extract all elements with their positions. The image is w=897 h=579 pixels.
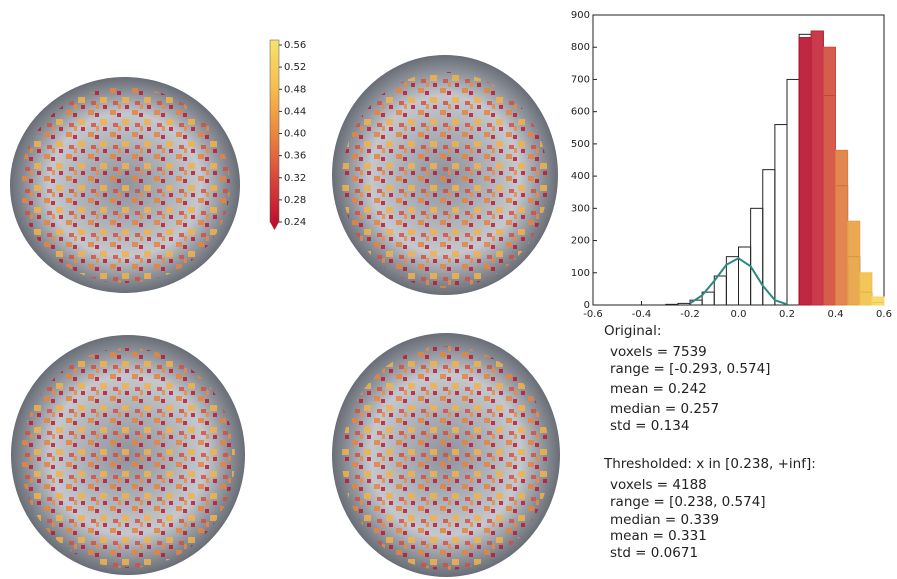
histogram-bar [848, 221, 860, 305]
colorbar-tick-label: 0.56 [284, 40, 306, 51]
stats-line: range = [0.238, 0.574] [610, 494, 766, 510]
x-tick-label: -0.2 [680, 309, 700, 320]
colorbar-tick-label: 0.40 [284, 129, 306, 140]
activation-overlay [342, 346, 550, 570]
histogram-bar [836, 150, 848, 305]
histogram-bar [678, 303, 690, 305]
histogram-bar [666, 304, 678, 305]
y-tick-label: 400 [571, 171, 590, 182]
stats-line: voxels = 4188 [610, 477, 707, 493]
colorbar-tick-label: 0.44 [284, 106, 306, 117]
histogram-bar [860, 273, 872, 305]
activation-overlay [20, 87, 230, 283]
activation-overlay [342, 72, 548, 288]
colorbar-extension [270, 222, 279, 230]
activation-overlay [21, 348, 235, 568]
colorbar-tick-label: 0.24 [284, 217, 306, 228]
histogram-bar [799, 38, 811, 305]
histogram-bar [787, 79, 799, 305]
histogram-bar [811, 31, 823, 305]
histogram-bar [751, 208, 763, 305]
histogram-bar [775, 125, 787, 305]
colorbar-tick-label: 0.28 [284, 195, 306, 206]
stats-line: std = 0.134 [610, 418, 689, 434]
x-tick-label: 0.6 [876, 309, 892, 320]
y-tick-label: 600 [571, 107, 590, 118]
figure: 0100200300400500600700800900-0.6-0.4-0.2… [0, 0, 897, 579]
y-tick-label: 900 [571, 10, 590, 21]
y-tick-label: 800 [571, 42, 590, 53]
stats-line: std = 0.0671 [610, 545, 698, 561]
stats-line: mean = 0.242 [610, 381, 707, 397]
x-tick-label: 0.0 [731, 309, 747, 320]
histogram-bar [739, 247, 751, 305]
y-tick-label: 200 [571, 236, 590, 247]
colorbar-tick-label: 0.36 [284, 151, 306, 162]
x-tick-label: -0.6 [583, 309, 603, 320]
stats-line: voxels = 7539 [610, 344, 707, 360]
colorbar-tick-label: 0.52 [284, 62, 306, 73]
colorbar-tick-label: 0.48 [284, 84, 306, 95]
stats-line: median = 0.339 [610, 512, 719, 528]
histogram-bar [763, 170, 775, 305]
stats-line: range = [-0.293, 0.574] [610, 361, 770, 377]
colorbar-tick-label: 0.32 [284, 173, 306, 184]
x-tick-label: 0.4 [828, 309, 844, 320]
stats-line: median = 0.257 [610, 401, 719, 417]
x-tick-label: -0.4 [632, 309, 652, 320]
y-tick-label: 500 [571, 139, 590, 150]
y-tick-label: 700 [571, 74, 590, 85]
stats-title: Original: [604, 323, 661, 339]
stats-line: mean = 0.331 [610, 528, 707, 544]
y-tick-label: 300 [571, 203, 590, 214]
histogram-bar [823, 47, 835, 305]
canvas: 0100200300400500600700800900-0.6-0.4-0.2… [0, 0, 897, 579]
histogram-bar [872, 297, 884, 305]
colorbar [270, 40, 279, 222]
y-tick-label: 100 [571, 268, 590, 279]
x-tick-label: 0.2 [779, 309, 795, 320]
stats-title: Thresholded: x in [0.238, +inf]: [603, 456, 816, 472]
histogram-bar [714, 276, 726, 305]
